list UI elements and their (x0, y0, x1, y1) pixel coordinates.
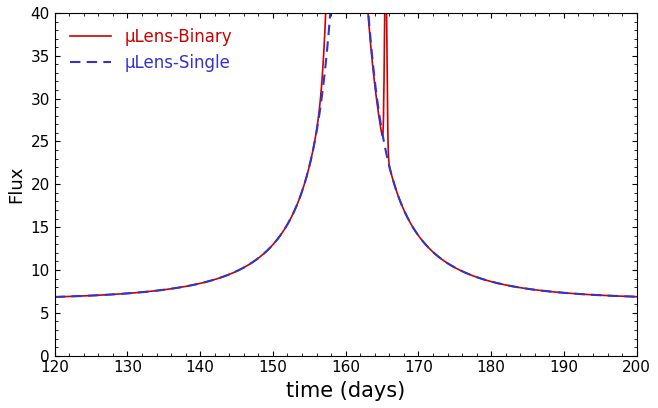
μLens-Single (90, 293, 98, 298)
μLens-Binary (482, 278, 490, 283)
μLens-Binary (90, 293, 98, 298)
μLens-Binary (367, 40, 374, 45)
μLens-Binary (633, 294, 641, 299)
μLens-Binary (401, 211, 409, 215)
μLens-Single (633, 294, 641, 299)
Line: μLens-Single: μLens-Single (55, 0, 637, 297)
μLens-Binary (191, 282, 199, 287)
Line: μLens-Binary: μLens-Binary (55, 0, 637, 297)
μLens-Binary (274, 237, 282, 242)
μLens-Single (51, 295, 59, 299)
X-axis label: time (days): time (days) (286, 381, 405, 401)
μLens-Single (274, 237, 282, 242)
μLens-Binary (51, 295, 59, 299)
Y-axis label: Flux: Flux (7, 166, 25, 203)
μLens-Single (367, 36, 374, 41)
μLens-Single (191, 282, 199, 287)
μLens-Single (482, 278, 490, 283)
Legend: μLens-Binary, μLens-Single: μLens-Binary, μLens-Single (63, 21, 239, 79)
μLens-Single (401, 211, 409, 215)
